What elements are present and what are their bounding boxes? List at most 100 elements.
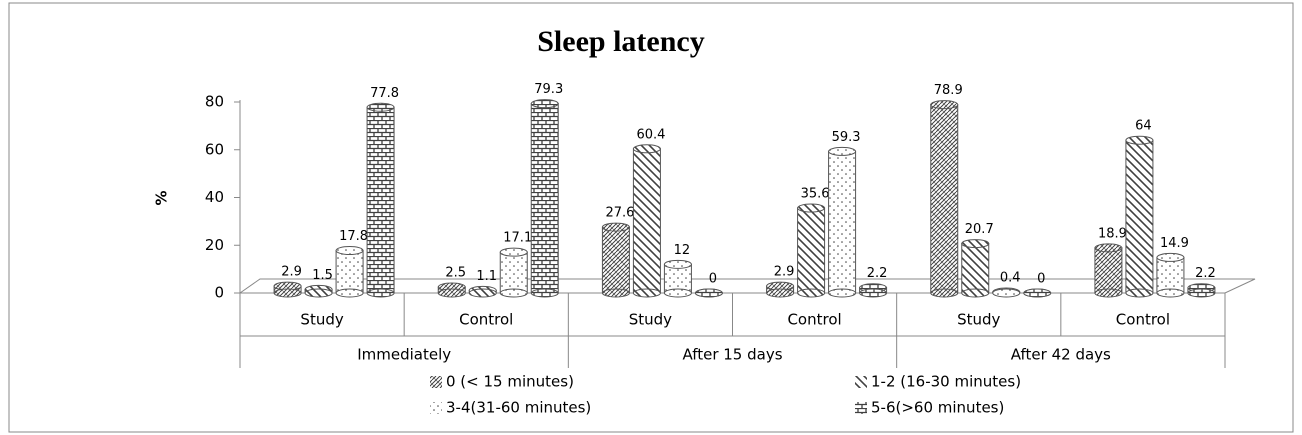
data-label: 2.2 [1195,266,1216,281]
data-label: 2.9 [281,265,302,280]
bar-base [961,288,990,298]
bar-base [601,288,630,298]
x-tick-label: Study [957,311,1000,329]
y-tick-label: 80 [205,93,224,111]
bar-base [530,288,559,298]
bar-cap [499,247,528,257]
group-label: Immediately [357,346,451,364]
x-tick-label: Study [300,311,343,329]
y-tick-label: 60 [205,140,224,158]
bar-cap [828,146,857,156]
bar-cap [797,203,826,213]
x-tick-label: Study [629,311,672,329]
bar-base [859,288,888,298]
bar [961,243,990,294]
bar [366,106,395,294]
data-label: 0.4 [1000,271,1021,286]
data-label: 12 [674,243,691,258]
bar-base [663,288,692,298]
bar [797,207,826,294]
legend-label: 0 (< 15 minutes) [446,373,574,391]
data-label: 35.6 [801,187,830,202]
data-label: 20.7 [965,222,994,237]
bar [663,263,692,294]
bar [930,104,959,294]
x-tick-label: Control [787,311,841,329]
bar-base [1023,288,1052,298]
data-label: 14.9 [1160,236,1189,251]
data-label: 78.9 [934,83,963,98]
group-label: After 42 days [1011,346,1111,364]
y-tick-label: 20 [205,236,224,254]
bar-base [304,288,333,298]
bar-base [1125,288,1154,298]
bar [828,150,857,294]
group-label: After 15 days [682,346,782,364]
data-label: 64 [1135,119,1152,134]
bar-cap [335,246,364,256]
bar-base [1156,288,1185,298]
legend-swatch [855,402,867,414]
data-label: 2.2 [867,266,888,281]
bar-base [797,288,826,298]
data-label: 1.1 [476,269,497,284]
bar [530,103,559,294]
bar-base [828,288,857,298]
bar [1125,139,1154,294]
x-tick-label: Control [1116,311,1170,329]
bar-cap [961,239,990,249]
y-tick-label: 40 [205,188,224,206]
legend-swatch [430,376,442,388]
bar [601,226,630,294]
legend-label: 3-4(31-60 minutes) [446,399,591,417]
legend-swatch [430,402,442,414]
bar-cap [1125,135,1154,145]
bar [1156,256,1185,294]
data-label: 2.9 [774,265,795,280]
bar-base [1187,288,1216,298]
bar-base [273,288,302,298]
bar-cap [632,144,661,154]
bar-cap [530,99,559,109]
bar [499,251,528,294]
bar [1094,247,1123,294]
y-tick-label: 0 [214,284,224,302]
x-tick-label: Control [459,311,513,329]
data-label: 2.5 [445,266,466,281]
data-label: 27.6 [605,206,634,221]
bar-cap [663,259,692,269]
bar-base [632,288,661,298]
bar-base [694,288,723,298]
data-label: 0 [1037,272,1045,287]
bar-base [766,288,795,298]
bar [335,250,364,294]
legend-label: 1-2 (16-30 minutes) [871,373,1021,391]
y-axis-label: % [153,190,171,205]
data-label: 79.3 [534,82,563,97]
bar-base [1094,288,1123,298]
bar-cap [1094,243,1123,253]
bar-base [437,288,466,298]
bar-cap [930,100,959,110]
bar-base [468,288,497,298]
bar-base [930,288,959,298]
data-label: 0 [709,272,717,287]
bar-cap [601,222,630,232]
bar-base [335,288,364,298]
bar-cap [366,102,395,112]
data-label: 18.9 [1098,226,1127,241]
legend-swatch [855,376,867,388]
data-label: 17.8 [339,229,368,244]
bar [632,148,661,294]
bar-base [992,288,1021,298]
bar-cap [1156,252,1185,262]
data-label: 59.3 [832,130,861,145]
bar-base [366,288,395,298]
bar-base [499,288,528,298]
legend-label: 5-6(>60 minutes) [871,399,1004,417]
data-label: 77.8 [370,86,399,101]
chart-title: Sleep latency [537,25,704,58]
data-label: 1.5 [312,268,333,283]
data-label: 60.4 [636,127,665,142]
